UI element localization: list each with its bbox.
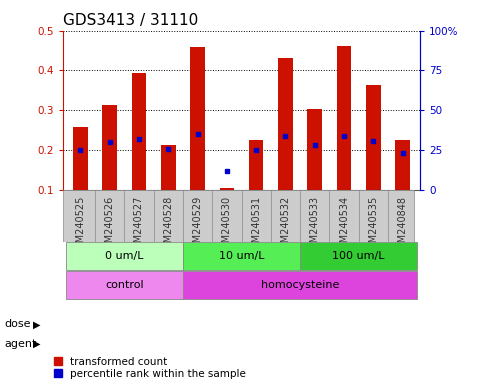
Bar — [278, 58, 293, 190]
Text: 0 um/L: 0 um/L — [105, 251, 143, 261]
Text: 100 um/L: 100 um/L — [332, 251, 385, 261]
Text: GSM240525: GSM240525 — [75, 196, 85, 255]
Text: GSM240527: GSM240527 — [134, 196, 144, 255]
Bar — [249, 140, 263, 190]
Text: GSM240526: GSM240526 — [105, 196, 114, 255]
Text: GDS3413 / 31110: GDS3413 / 31110 — [63, 13, 198, 28]
FancyBboxPatch shape — [183, 242, 300, 270]
FancyBboxPatch shape — [66, 271, 183, 299]
Text: homocysteine: homocysteine — [261, 280, 339, 290]
FancyBboxPatch shape — [66, 242, 183, 270]
Text: GSM240530: GSM240530 — [222, 196, 232, 255]
FancyBboxPatch shape — [300, 242, 417, 270]
Bar — [220, 189, 234, 190]
Bar — [366, 85, 381, 190]
Text: GSM240533: GSM240533 — [310, 196, 320, 255]
Text: ▶: ▶ — [32, 319, 40, 329]
Text: 10 um/L: 10 um/L — [219, 251, 264, 261]
Legend: transformed count, percentile rank within the sample: transformed count, percentile rank withi… — [54, 357, 246, 379]
Bar — [190, 46, 205, 190]
Text: GSM240534: GSM240534 — [339, 196, 349, 255]
Text: GSM240532: GSM240532 — [281, 196, 290, 255]
Text: agent: agent — [5, 339, 37, 349]
FancyBboxPatch shape — [63, 190, 414, 242]
Bar — [132, 73, 146, 190]
FancyBboxPatch shape — [183, 271, 417, 299]
Bar — [395, 140, 410, 190]
Text: GSM240528: GSM240528 — [163, 196, 173, 255]
Text: GSM240535: GSM240535 — [369, 196, 378, 255]
Text: GSM240529: GSM240529 — [193, 196, 202, 255]
Text: GSM240848: GSM240848 — [398, 196, 408, 255]
Text: ▶: ▶ — [32, 339, 40, 349]
Bar — [161, 145, 176, 190]
Bar — [102, 105, 117, 190]
Text: control: control — [105, 280, 143, 290]
Bar — [337, 46, 351, 190]
Bar — [73, 127, 88, 190]
Bar — [307, 109, 322, 190]
Text: dose: dose — [5, 319, 31, 329]
Text: GSM240531: GSM240531 — [251, 196, 261, 255]
